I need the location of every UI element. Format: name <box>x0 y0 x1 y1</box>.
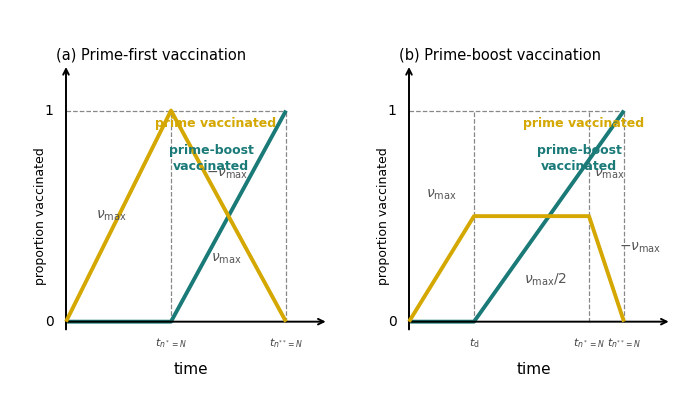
Text: prime-boost
vaccinated: prime-boost vaccinated <box>169 144 253 173</box>
Text: $t_{n^{**}=N}$: $t_{n^{**}=N}$ <box>269 336 303 350</box>
Text: prime vaccinated: prime vaccinated <box>155 117 276 130</box>
Text: prime vaccinated: prime vaccinated <box>524 117 645 130</box>
Text: $\nu_{\mathsf{max}}/2$: $\nu_{\mathsf{max}}/2$ <box>524 271 567 288</box>
Text: $-\nu_{\mathsf{max}}$: $-\nu_{\mathsf{max}}$ <box>619 241 661 255</box>
Text: (b) Prime-boost vaccination: (b) Prime-boost vaccination <box>399 47 601 62</box>
Text: $t_{\mathsf{d}}$: $t_{\mathsf{d}}$ <box>469 336 480 350</box>
Text: (a) Prime-first vaccination: (a) Prime-first vaccination <box>56 47 246 62</box>
Text: proportion vaccinated: proportion vaccinated <box>34 147 48 285</box>
Text: time: time <box>174 362 209 377</box>
Text: $\nu_{\mathsf{max}}$: $\nu_{\mathsf{max}}$ <box>211 251 241 266</box>
Text: time: time <box>517 362 552 377</box>
Text: prime-boost
vaccinated: prime-boost vaccinated <box>537 144 622 173</box>
Text: $-\nu_{\mathsf{max}}$: $-\nu_{\mathsf{max}}$ <box>206 167 248 181</box>
Text: proportion vaccinated: proportion vaccinated <box>377 147 391 285</box>
Text: $\nu_{\mathsf{max}}$: $\nu_{\mathsf{max}}$ <box>594 167 624 181</box>
Text: $\nu_{\mathsf{max}}$: $\nu_{\mathsf{max}}$ <box>426 188 457 202</box>
Text: 1: 1 <box>388 104 396 117</box>
Text: 0: 0 <box>45 315 53 329</box>
Text: 1: 1 <box>45 104 53 117</box>
Text: $t_{n^{**}=N}$: $t_{n^{**}=N}$ <box>607 336 641 350</box>
Text: $t_{n^*=N}$: $t_{n^*=N}$ <box>155 336 187 350</box>
Text: $\nu_{\mathsf{max}}$: $\nu_{\mathsf{max}}$ <box>96 209 127 223</box>
Text: $t_{n^*=N}$: $t_{n^*=N}$ <box>573 336 605 350</box>
Text: 0: 0 <box>388 315 396 329</box>
